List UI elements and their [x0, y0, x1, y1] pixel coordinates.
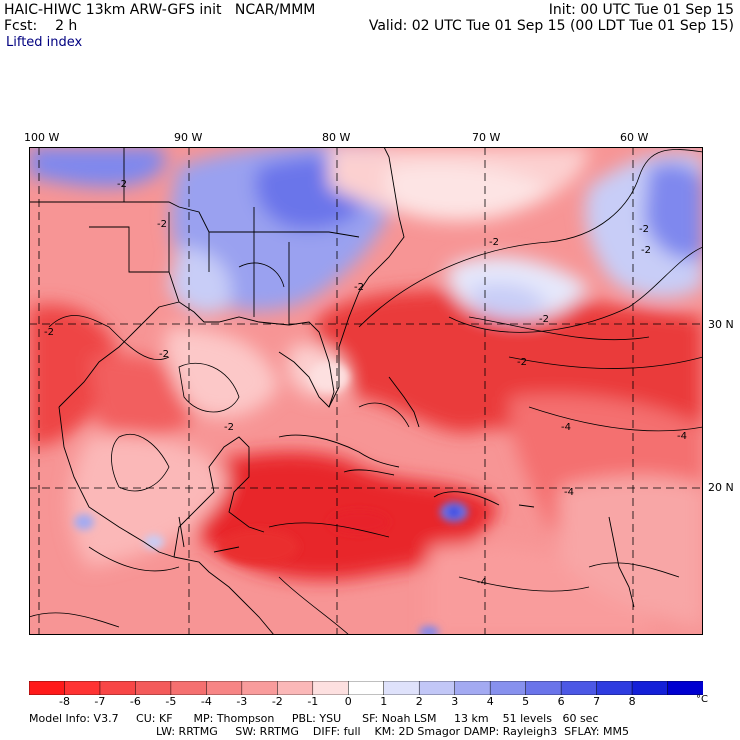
contour-label: -2: [354, 282, 364, 293]
contour-label: -2: [489, 237, 499, 248]
colorbar-swatch: [64, 681, 101, 695]
colorbar-swatch: [383, 681, 420, 695]
contour-label: -2: [517, 357, 527, 368]
colorbar-tick-label: -5: [165, 695, 177, 708]
lon-label-100w: 100 W: [24, 131, 60, 144]
fcst-label: Fcst:: [4, 18, 38, 34]
colorbar-swatch: [667, 681, 703, 695]
model-info-line2: LW: RRTMG SW: RRTMG DIFF: full KM: 2D Sm…: [156, 725, 629, 738]
colorbar-tick-label: 8: [628, 695, 636, 708]
colorbar-tick-label: 1: [380, 695, 388, 708]
lat-label-30n: 30 N: [708, 318, 734, 331]
contour-label: -2: [639, 224, 649, 235]
colorbar-tick-label: -8: [59, 695, 70, 708]
colorbar-tick-label: 2: [415, 695, 423, 708]
colorbar-swatch: [170, 681, 208, 695]
colorbar-tick-label: 4: [486, 695, 494, 708]
map-frame: [29, 147, 703, 635]
valid-time: Valid: 02 UTC Tue 01 Sep 15 (00 LDT Tue …: [368, 18, 734, 34]
colorbar-tick-label: 5: [522, 695, 530, 708]
contour-label: -4: [564, 487, 574, 498]
colorbar-tick-label: -6: [129, 695, 141, 708]
forecast-hour: Fcst: 2 h: [4, 18, 77, 34]
colorbar-swatch: [29, 681, 66, 695]
coastlines: [29, 147, 635, 635]
contour-label: -2: [224, 422, 234, 433]
lat-label-20n: 20 N: [708, 481, 734, 494]
colorbar-swatch: [454, 681, 491, 695]
lon-label-80w: 80 W: [322, 131, 351, 144]
contour-label: -4: [561, 422, 571, 433]
model-info-line1: Model Info: V3.7 CU: KF MP: Thompson PBL…: [29, 712, 599, 725]
contour-label: -2: [117, 179, 127, 190]
colorbar-swatch: [206, 681, 243, 695]
lifted-index-map: -2 -2 -2 -2 -2 -2 -2 -2 -2 -2 -2 -4 -4 -…: [29, 147, 703, 635]
colorbar-swatch: [277, 681, 314, 695]
field-name: Lifted index: [6, 35, 83, 50]
contour-label: -4: [477, 577, 487, 588]
colorbar-swatch: [560, 681, 598, 695]
colorbar-swatch: [348, 681, 385, 695]
model-title: HAIC-HIWC 13km ARW-GFS init NCAR/MMM: [4, 2, 315, 18]
colorbar-tick-label: -7: [94, 695, 106, 708]
lon-label-70w: 70 W: [472, 131, 501, 144]
colorbar-tick-label: 7: [593, 695, 601, 708]
lon-label-90w: 90 W: [174, 131, 203, 144]
colorbar-swatch: [241, 681, 279, 695]
org-label: NCAR/MMM: [234, 2, 316, 18]
colorbar-swatch: [596, 681, 633, 695]
colorbar: [29, 681, 703, 695]
colorbar-unit: °C: [696, 694, 708, 705]
contour-label-group: -2 -2 -2 -2 -2 -2 -2 -2 -2 -2 -2 -4 -4 -…: [44, 179, 687, 588]
contour-label: -4: [677, 431, 687, 442]
colorbar-tick-label: -4: [200, 695, 212, 708]
colorbar-tick-label: -3: [236, 695, 248, 708]
colorbar-swatch: [631, 681, 669, 695]
colorbar-swatch: [99, 681, 137, 695]
field-detail: [74, 362, 468, 635]
lat-lon-grid: [29, 147, 703, 635]
lon-label-60w: 60 W: [620, 131, 649, 144]
colorbar-swatch: [418, 681, 456, 695]
colorbar-tick-label: -2: [271, 695, 283, 708]
colorbar-swatch: [135, 681, 172, 695]
colorbar-swatch: [312, 681, 350, 695]
contour-label: -2: [157, 219, 167, 230]
init-time: Init: 00 UTC Tue 01 Sep 15: [548, 2, 734, 18]
model-title-text: HAIC-HIWC 13km ARW-GFS init: [4, 2, 222, 18]
contour-label: -2: [159, 349, 169, 360]
colorbar-tick-label: 0: [344, 695, 352, 708]
contour-label: -2: [44, 327, 54, 338]
fcst-value: 2 h: [55, 18, 78, 34]
colorbar-tick-label: -1: [307, 695, 319, 708]
colorbar-swatch: [489, 681, 527, 695]
colorbar-swatch: [525, 681, 562, 695]
contour-label: -2: [539, 314, 549, 325]
colorbar-tick-label: 3: [451, 695, 459, 708]
contours: [29, 149, 703, 635]
colorbar-tick-label: 6: [557, 695, 565, 708]
contour-label: -2: [641, 245, 651, 256]
